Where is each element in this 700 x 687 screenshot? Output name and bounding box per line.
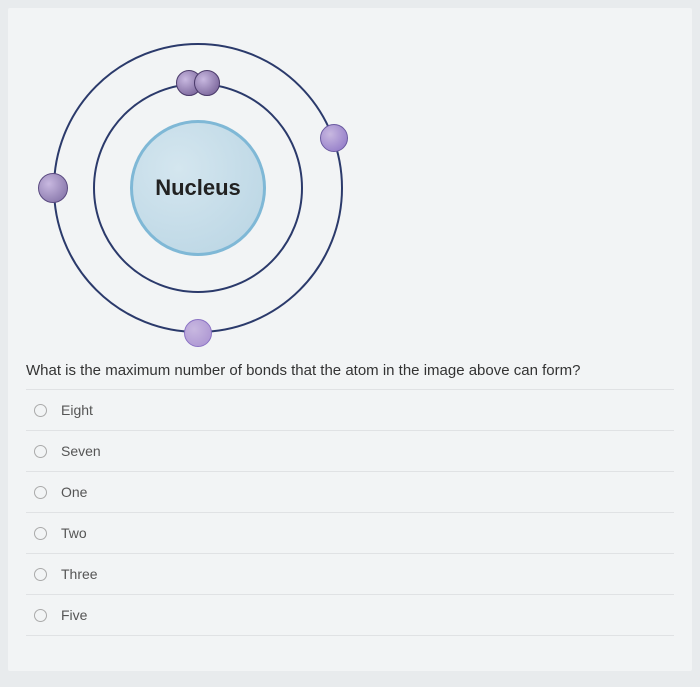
option-one[interactable]: One [26, 471, 674, 513]
radio-icon [34, 527, 47, 540]
radio-icon [34, 404, 47, 417]
nucleus: Nucleus [130, 120, 266, 256]
electron-2 [38, 173, 68, 203]
electron-3 [320, 124, 348, 152]
electron-4 [184, 319, 212, 347]
option-two[interactable]: Two [26, 512, 674, 554]
electron-1 [194, 70, 220, 96]
nucleus-label: Nucleus [155, 175, 241, 201]
options-list: Eight Seven One Two Three Five [8, 389, 692, 636]
option-three[interactable]: Three [26, 553, 674, 595]
radio-icon [34, 568, 47, 581]
question-text: What is the maximum number of bonds that… [8, 348, 692, 389]
option-eight[interactable]: Eight [26, 389, 674, 431]
radio-icon [34, 609, 47, 622]
option-label: Three [61, 566, 98, 582]
radio-icon [34, 445, 47, 458]
quiz-page: Nucleus What is the maximum number of bo… [8, 8, 692, 671]
option-seven[interactable]: Seven [26, 430, 674, 472]
option-label: Two [61, 525, 87, 541]
atom-diagram: Nucleus [18, 8, 378, 348]
option-label: Five [61, 607, 87, 623]
option-label: Seven [61, 443, 101, 459]
option-label: One [61, 484, 87, 500]
option-label: Eight [61, 402, 93, 418]
option-five[interactable]: Five [26, 594, 674, 636]
radio-icon [34, 486, 47, 499]
